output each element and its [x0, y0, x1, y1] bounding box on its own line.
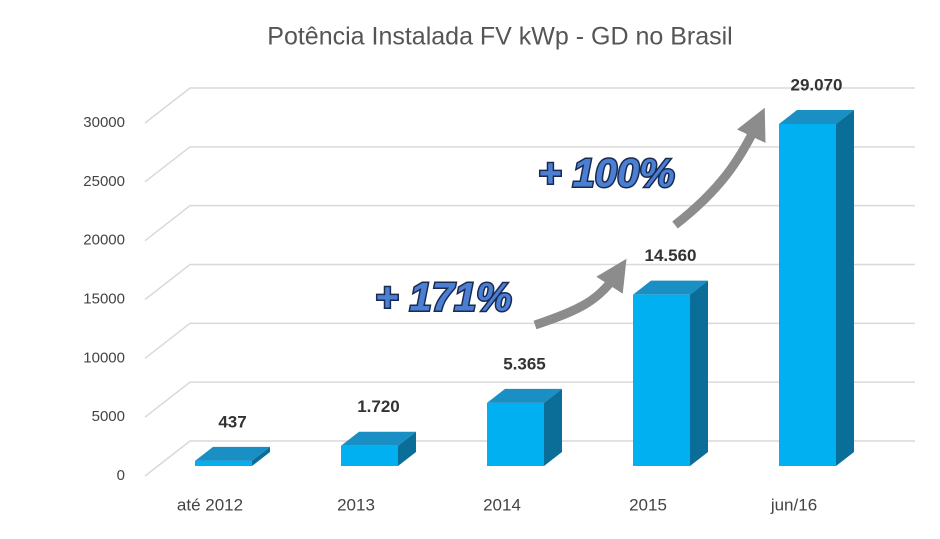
- x-tick-label: até 2012: [177, 495, 243, 514]
- annotation: + 100%: [538, 152, 675, 196]
- arrow: [672, 107, 766, 229]
- grid-line: [144, 146, 915, 183]
- bar: [195, 446, 270, 466]
- value-label: 437: [218, 412, 246, 431]
- value-label: 1.720: [357, 397, 400, 416]
- bar: [779, 109, 854, 467]
- x-tick-label: 2013: [337, 495, 375, 514]
- bar-front: [195, 460, 252, 466]
- bar: [633, 280, 708, 466]
- bar-side: [398, 431, 416, 466]
- value-label: 5.365: [503, 354, 546, 373]
- bar-side: [690, 280, 708, 466]
- value-label: 29.070: [791, 75, 843, 94]
- bar-top: [633, 280, 708, 295]
- x-tick-label: 2014: [483, 495, 521, 514]
- grid-line: [144, 263, 915, 301]
- x-tick-label: 2015: [629, 495, 667, 514]
- bar: [487, 388, 562, 466]
- bar-top: [487, 388, 562, 403]
- bar-side: [252, 446, 270, 466]
- x-tick-label: jun/16: [770, 495, 817, 514]
- y-tick-label: 10000: [83, 349, 125, 366]
- annotation: + 171%: [375, 276, 512, 320]
- chart-title: Potência Instalada FV kWp - GD no Brasil: [267, 23, 732, 51]
- bar-top: [195, 446, 270, 461]
- y-tick-label: 25000: [83, 173, 125, 190]
- bar-front: [633, 294, 690, 466]
- bar-top: [779, 109, 854, 124]
- grid-line: [144, 87, 915, 124]
- bar-top: [341, 431, 416, 446]
- grid-line: [144, 204, 915, 242]
- arrow: [533, 258, 627, 330]
- y-tick-label: 15000: [83, 290, 125, 307]
- y-tick-label: 0: [117, 467, 125, 484]
- bar-front: [487, 402, 544, 466]
- bar-side: [544, 388, 562, 466]
- bar-side: [836, 109, 854, 467]
- bar-front: [341, 445, 398, 466]
- bar-front: [779, 123, 836, 467]
- y-tick-label: 5000: [92, 408, 125, 425]
- value-label: 14.560: [645, 246, 697, 265]
- bar: [341, 431, 416, 466]
- y-tick-label: 30000: [83, 114, 125, 131]
- y-tick-label: 20000: [83, 232, 125, 249]
